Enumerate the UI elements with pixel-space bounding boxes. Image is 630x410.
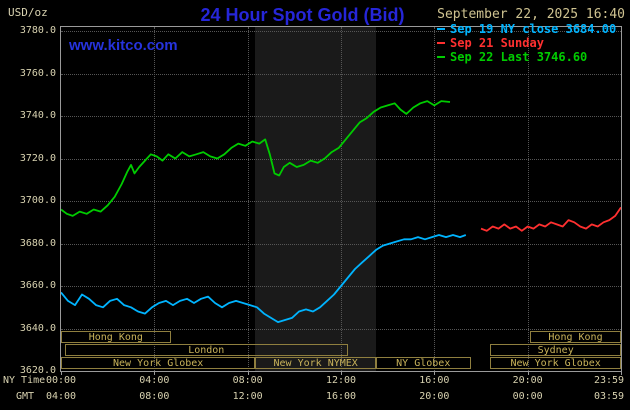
- v-gridline: [154, 27, 156, 371]
- x-axis-tick-mark: [247, 372, 249, 375]
- legend-line-icon: [437, 28, 445, 30]
- x-axis-tick-mark: [61, 372, 62, 375]
- y-axis-tick-label: 3620.0: [19, 365, 56, 376]
- v-gridline: [527, 27, 529, 371]
- y-axis-tick-label: 3780.0: [19, 25, 56, 36]
- session-box: Hong Kong: [61, 331, 171, 343]
- x-axis-tick-label: 12:00: [325, 375, 357, 386]
- plot-area: www.kitco.com Hong Kong Hong Kong London Sy…: [60, 26, 622, 372]
- x-axis-tick-label: 23:59: [593, 375, 625, 386]
- session-box: Sydney: [490, 344, 621, 356]
- y-axis-tick-label: 3640.0: [19, 322, 56, 334]
- session-box: New York Globex: [61, 357, 256, 369]
- legend-line-icon: [437, 42, 445, 44]
- legend-item-label: Sep 21 Sunday: [450, 36, 544, 50]
- session-box: NY Globex: [376, 357, 471, 369]
- gmt-axis-label: GMT: [16, 391, 35, 402]
- y-axis-unit-label: USD/oz: [8, 6, 48, 19]
- series-line-3: [61, 100, 451, 217]
- series-line-1: [61, 234, 467, 324]
- x-axis-tick-mark: [620, 372, 622, 375]
- v-gridline: [434, 27, 436, 371]
- x-axis-tick-mark: [341, 372, 342, 375]
- x-axis-tick-label: 08:00: [232, 375, 263, 386]
- x-axis-tick-label: 20:00: [419, 391, 450, 402]
- x-axis-tick-label: 04:00: [45, 391, 77, 402]
- nymex-shaded-band: [255, 27, 376, 371]
- x-axis-tick-label: 04:00: [139, 375, 170, 386]
- chart-legend: Sep 19 NY close 3684.00 Sep 21 Sunday Sep …: [437, 22, 616, 64]
- x-axis-tick-mark: [154, 372, 156, 375]
- x-axis-tick-mark: [434, 372, 436, 375]
- kitco-watermark-link[interactable]: www.kitco.com: [69, 37, 178, 54]
- legend-item: Sep 22 Last 3746.60: [437, 50, 616, 64]
- session-box: New York NYMEX: [255, 357, 376, 369]
- x-axis-tick-label: 20:00: [512, 375, 543, 386]
- legend-item: Sep 19 NY close 3684.00: [437, 22, 616, 36]
- x-axis-tick-mark: [527, 372, 529, 375]
- x-axis-tick-label: 00:00: [45, 375, 77, 386]
- ny-time-axis-label: NY Time: [3, 375, 46, 386]
- chart-title: 24 Hour Spot Gold (Bid): [200, 5, 405, 25]
- chart-datetime: September 22, 2025 16:40: [437, 7, 625, 22]
- session-box: New York Globex: [490, 357, 621, 369]
- legend-item-label: Sep 19 NY close 3684.00: [450, 22, 617, 36]
- legend-item-label: Sep 22 Last 3746.60: [450, 50, 588, 64]
- y-axis-tick-label: 3680.0: [19, 237, 56, 249]
- v-gridline: [341, 27, 342, 371]
- x-axis-tick-label: 16:00: [419, 375, 450, 386]
- price-series-plot: [61, 100, 621, 324]
- y-axis-tick-label: 3720.0: [19, 152, 56, 164]
- series-line-2: [480, 206, 621, 232]
- legend-line-icon: [437, 56, 445, 58]
- session-box: Hong Kong: [530, 331, 621, 343]
- x-axis-tick-label: 16:00: [325, 391, 357, 402]
- y-axis-tick-label: 3700.0: [19, 195, 56, 206]
- x-axis-tick-label: 03:59: [593, 391, 625, 402]
- y-axis-tick-label: 3740.0: [19, 110, 56, 121]
- y-axis-tick-label: 3660.0: [19, 280, 56, 291]
- x-axis-tick-label: 12:00: [232, 391, 263, 402]
- v-gridline: [247, 27, 249, 371]
- session-box: London: [64, 344, 348, 356]
- legend-item: Sep 21 Sunday: [437, 36, 616, 50]
- x-axis-tick-label: 08:00: [139, 391, 170, 402]
- x-axis-tick-label: 00:00: [512, 391, 543, 402]
- y-axis-tick-label: 3760.0: [19, 67, 56, 79]
